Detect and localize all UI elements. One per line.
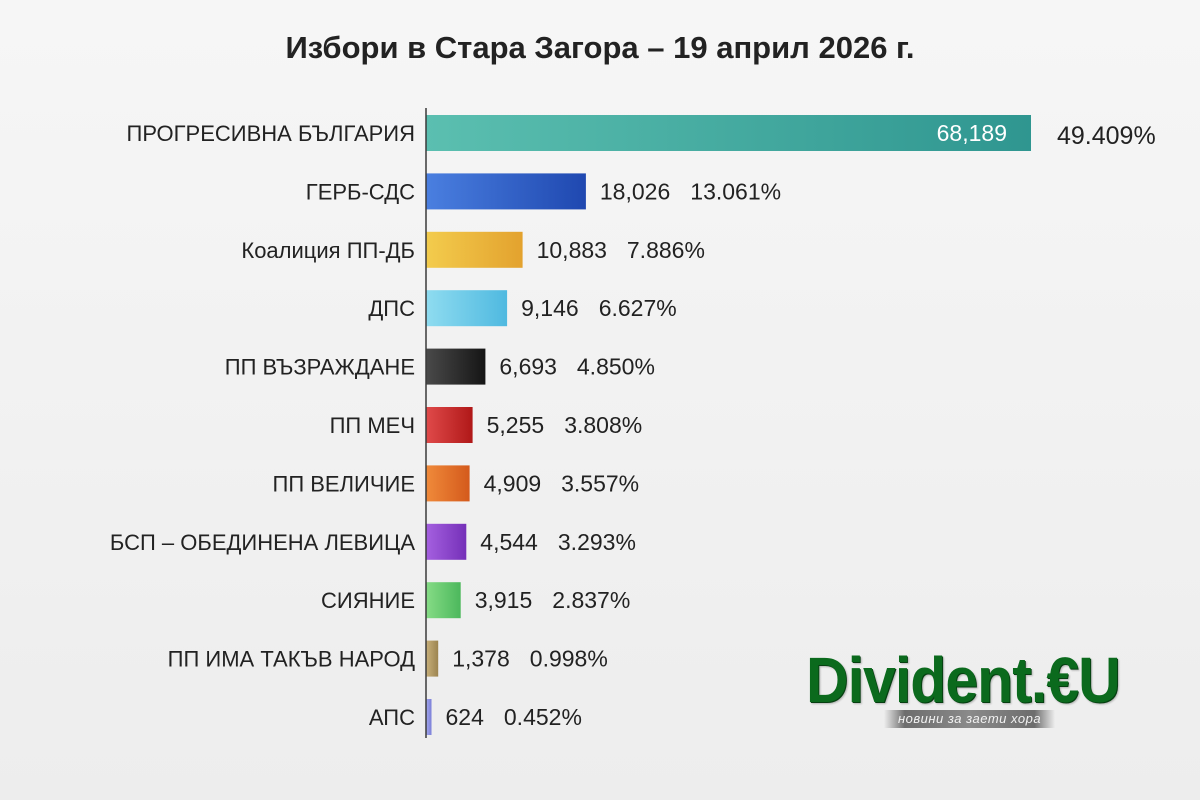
bar-сияние	[426, 582, 461, 619]
percent-label-пп-меч: 3.808%	[564, 412, 642, 438]
value-label-сияние: 3,915	[475, 587, 533, 613]
value-label-апс: 624	[446, 704, 485, 730]
value-label-дпс: 9,146	[521, 295, 579, 321]
divident-logo: Divident.€U новини за заети хора	[806, 644, 1126, 734]
category-label-бсп-обединена-левица: БСП – ОБЕДИНЕНА ЛЕВИЦА	[110, 530, 415, 555]
value-label-герб-сдс: 18,026	[600, 178, 670, 204]
percent-label-дпс: 6.627%	[599, 295, 677, 321]
bar-герб-сдс	[426, 173, 586, 210]
percent-label-прогресивна-българия: 49.409%	[1057, 122, 1156, 150]
chart-title: Избори в Стара Загора – 19 април 2026 г.	[285, 30, 915, 65]
percent-label-пп-възраждане: 4.850%	[577, 354, 655, 380]
category-label-коалиция-пп-дб: Коалиция ПП-ДБ	[241, 238, 415, 263]
category-label-прогресивна-българия: ПРОГРЕСИВНА БЪЛГАРИЯ	[127, 121, 415, 146]
bar-коалиция-пп-дб	[426, 231, 523, 268]
value-label-пп-възраждане: 6,693	[499, 354, 557, 380]
value-label-коалиция-пп-дб: 10,883	[537, 237, 607, 263]
category-label-герб-сдс: ГЕРБ-СДС	[306, 179, 415, 204]
category-label-сияние: СИЯНИЕ	[321, 588, 415, 613]
value-label-пп-меч: 5,255	[487, 412, 545, 438]
percent-label-апс: 0.452%	[504, 704, 582, 730]
bar-дпс	[426, 290, 508, 327]
bar-пп-възраждане	[426, 348, 486, 385]
bar-бсп-обединена-левица	[426, 523, 467, 560]
labels-layer: ПРОГРЕСИВНА БЪЛГАРИЯ 68,189 49.409% ГЕРБ-СД…	[110, 120, 1156, 730]
logo-wordmark: Divident.€U	[806, 644, 1121, 716]
percent-label-пп-величие: 3.557%	[561, 470, 639, 496]
percent-label-сияние: 2.837%	[552, 587, 630, 613]
value-label-пп-величие: 4,909	[484, 470, 542, 496]
category-label-пп-величие: ПП ВЕЛИЧИЕ	[273, 471, 415, 496]
category-label-пп-меч: ПП МЕЧ	[330, 413, 415, 438]
category-label-пп-възраждане: ПП ВЪЗРАЖДАНЕ	[225, 355, 415, 380]
bar-прогресивна-българия	[426, 115, 1031, 151]
percent-label-коалиция-пп-дб: 7.886%	[627, 237, 705, 263]
category-label-апс: АПС	[369, 705, 415, 730]
percent-label-бсп-обединена-левица: 3.293%	[558, 529, 636, 555]
bar-апс	[426, 699, 432, 735]
bar-пп-величие	[426, 465, 470, 502]
logo-tagline: новини за заети хора	[884, 710, 1056, 728]
value-label-пп-има-такъв-народ: 1,378	[452, 646, 510, 672]
bar-пп-меч	[426, 407, 473, 443]
category-label-дпс: ДПС	[368, 296, 415, 321]
value-label-бсп-обединена-левица: 4,544	[480, 529, 538, 555]
bars-layer	[426, 115, 1031, 735]
category-label-пп-има-такъв-народ: ПП ИМА ТАКЪВ НАРОД	[168, 647, 415, 672]
bar-пп-има-такъв-народ	[426, 640, 439, 677]
percent-label-герб-сдс: 13.061%	[690, 178, 781, 204]
percent-label-пп-има-такъв-народ: 0.998%	[530, 646, 608, 672]
value-label-прогресивна-българия: 68,189	[937, 120, 1007, 146]
